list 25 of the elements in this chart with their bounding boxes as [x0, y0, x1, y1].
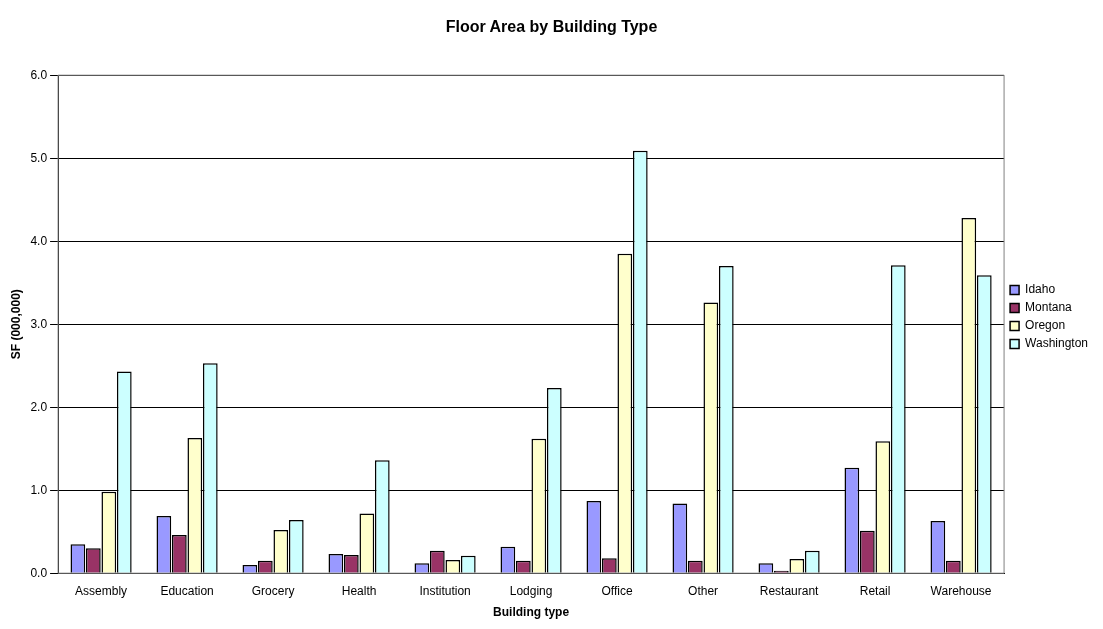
legend-label: Washington — [1025, 336, 1089, 351]
x-tick-label: Retail — [859, 583, 891, 598]
y-tick-label: 0.0 — [30, 565, 48, 580]
legend-label: Montana — [1025, 300, 1073, 315]
x-tick-label: Institution — [419, 583, 471, 598]
y-tick-label: 1.0 — [30, 482, 48, 497]
y-tick-label: 5.0 — [30, 150, 48, 165]
legend-label: Oregon — [1025, 318, 1066, 333]
y-axis-title: SF (000,000) — [8, 289, 23, 360]
x-tick-label: Warehouse — [930, 583, 992, 598]
y-tick-label: 3.0 — [30, 316, 48, 331]
x-tick-label: Office — [601, 583, 633, 598]
x-tick-label: Other — [688, 583, 719, 598]
y-tick-label: 4.0 — [30, 233, 48, 248]
x-tick-label: Restaurant — [759, 583, 820, 598]
x-axis-title: Building type — [493, 605, 570, 620]
legend-label: Idaho — [1025, 282, 1056, 297]
y-tick-label: 6.0 — [30, 67, 48, 82]
chart-title: Floor Area by Building Type — [445, 18, 658, 36]
x-tick-label: Health — [341, 583, 377, 598]
x-tick-label: Education — [160, 583, 214, 598]
y-tick-label: 2.0 — [30, 399, 48, 414]
x-tick-label: Assembly — [75, 583, 128, 598]
x-tick-label: Lodging — [509, 583, 553, 598]
x-tick-label: Grocery — [251, 583, 295, 598]
